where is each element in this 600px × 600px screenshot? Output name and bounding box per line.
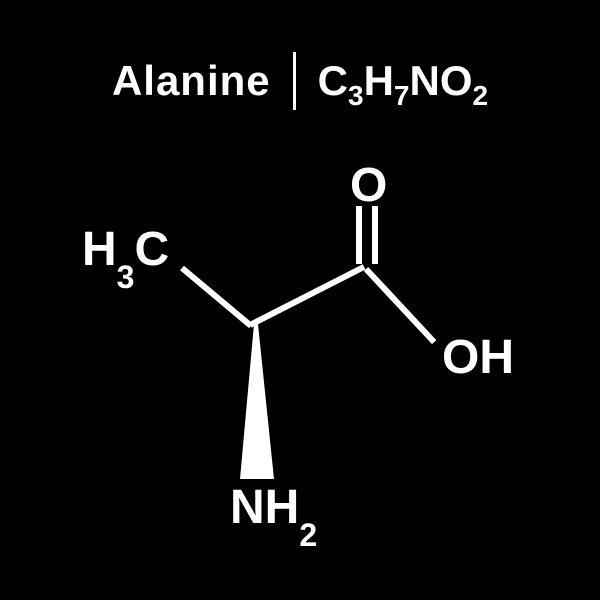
formula-h: H <box>364 57 394 105</box>
amine-label: NH2 <box>230 480 317 542</box>
methyl-label: H3C <box>82 222 169 284</box>
bond-carbonyl-oxygen-2 <box>372 206 378 264</box>
methyl-sub: 3 <box>117 259 135 295</box>
header: Alanine C3H7NO2 <box>0 52 600 110</box>
oxygen-o: O <box>350 159 387 212</box>
formula-o-sub: 2 <box>472 80 488 112</box>
bond-alpha-amine-wedge <box>240 324 300 484</box>
bond-methyl-alpha <box>180 266 253 328</box>
amine-sub: 2 <box>299 517 317 553</box>
structural-diagram: H3C O OH NH2 <box>70 150 530 550</box>
oxygen-label: O <box>350 158 387 213</box>
bond-carbonyl-oxygen-1 <box>356 206 362 264</box>
amine-nh: NH <box>230 481 299 534</box>
bond-alpha-carbonyl <box>249 264 366 327</box>
formula-c-sub: 3 <box>348 80 364 112</box>
formula-h-sub: 7 <box>394 80 410 112</box>
formula-no: NO <box>409 57 472 105</box>
formula-c: C <box>318 57 348 105</box>
methyl-h: H <box>82 223 117 276</box>
compound-name: Alanine <box>112 57 271 105</box>
methyl-c: C <box>134 223 169 276</box>
hydroxyl-oh: OH <box>442 331 514 384</box>
molecular-formula: C3H7NO2 <box>318 57 488 105</box>
header-divider <box>293 52 296 110</box>
bond-carbonyl-hydroxyl <box>364 267 437 344</box>
hydroxyl-label: OH <box>442 330 514 385</box>
